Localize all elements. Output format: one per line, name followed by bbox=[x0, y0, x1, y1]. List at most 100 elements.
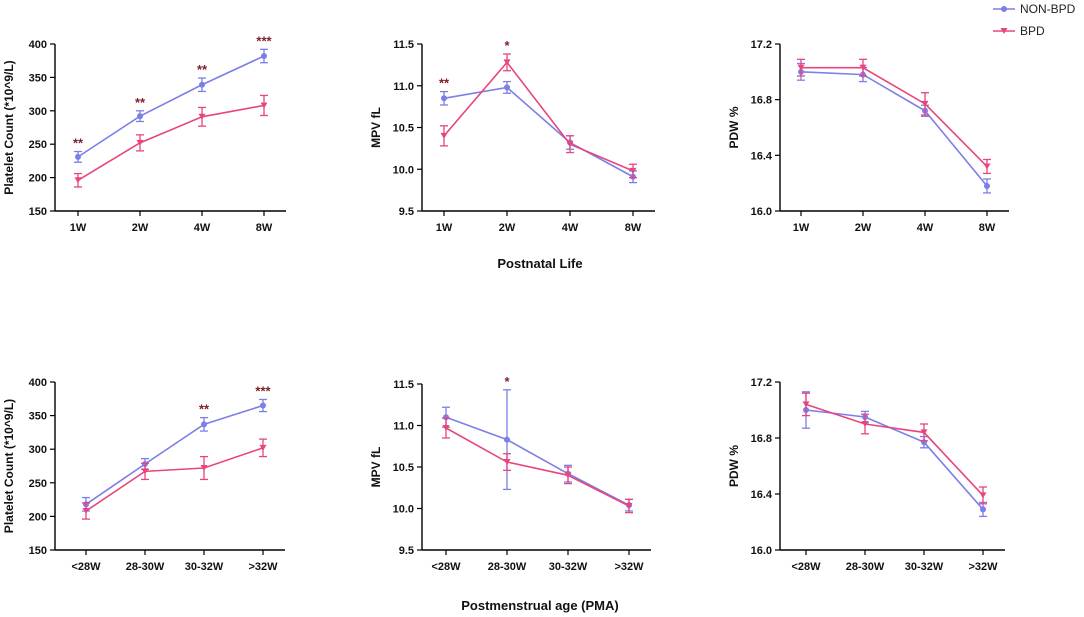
x-tick-label: 4W bbox=[917, 222, 934, 234]
y-axis-label: Platelet Count (*10^9/L) bbox=[2, 60, 16, 194]
significance-marker: ** bbox=[135, 95, 146, 110]
x-tick-label: 4W bbox=[562, 222, 579, 234]
y-tick-label: 250 bbox=[29, 139, 47, 151]
y-tick-label: 10.0 bbox=[393, 164, 414, 176]
series-line bbox=[85, 404, 264, 505]
data-point bbox=[802, 401, 810, 408]
data-point bbox=[504, 436, 510, 443]
data-point bbox=[260, 402, 266, 409]
series-bpd bbox=[82, 438, 267, 520]
significance-marker: ** bbox=[197, 62, 208, 77]
data-point bbox=[564, 472, 572, 479]
legend-marker-bpd-icon bbox=[1000, 28, 1008, 34]
y-axis-label: Platelet Count (*10^9/L) bbox=[2, 399, 16, 533]
data-point bbox=[74, 177, 82, 184]
series-bpd bbox=[74, 94, 268, 188]
data-point bbox=[979, 492, 987, 499]
y-tick-label: 16.0 bbox=[751, 545, 772, 557]
chart-panel-4: 150 200 250 300 350 400 <28W 28-30W 30-32W >32W Pl… bbox=[2, 377, 285, 573]
y-tick-label: 400 bbox=[29, 377, 47, 389]
x-tick-label: >32W bbox=[968, 561, 998, 573]
y-tick-label: 9.5 bbox=[399, 545, 414, 557]
group-label-pma: Postmenstrual age (PMA) bbox=[461, 598, 618, 613]
series-line bbox=[445, 427, 630, 507]
y-tick-label: 10.0 bbox=[393, 504, 414, 516]
y-axis-label: MPV fL bbox=[369, 447, 383, 488]
y-tick-label: 17.2 bbox=[751, 377, 772, 389]
x-tick-label: 1W bbox=[70, 222, 87, 234]
group-label-postnatal-life: Postnatal Life bbox=[497, 256, 582, 271]
data-point bbox=[136, 139, 144, 146]
data-point bbox=[504, 84, 510, 91]
x-tick-label: 1W bbox=[793, 222, 810, 234]
series-bpd bbox=[797, 58, 991, 175]
y-tick-label: 150 bbox=[29, 206, 47, 218]
series-non-bpd bbox=[802, 391, 987, 518]
series-line bbox=[77, 55, 265, 158]
data-point bbox=[201, 421, 207, 428]
y-tick-label: 16.8 bbox=[751, 95, 772, 107]
legend-label-non-bpd: NON-BPD bbox=[1020, 2, 1076, 16]
data-point bbox=[441, 95, 447, 102]
significance-marker: ** bbox=[439, 76, 450, 91]
legend: NON-BPD BPD bbox=[993, 2, 1076, 38]
legend-item-bpd: BPD bbox=[993, 24, 1045, 38]
x-tick-label: 30-32W bbox=[185, 561, 224, 573]
data-point bbox=[984, 182, 990, 189]
y-tick-label: 300 bbox=[29, 444, 47, 456]
x-tick-label: 2W bbox=[855, 222, 872, 234]
data-point bbox=[566, 141, 574, 148]
series-line bbox=[800, 71, 988, 187]
y-tick-label: 11.5 bbox=[393, 39, 414, 51]
y-axis-label: MPV fL bbox=[369, 107, 383, 148]
data-point bbox=[442, 424, 450, 431]
series-line bbox=[805, 403, 984, 496]
y-axis-label: PDW % bbox=[727, 445, 741, 487]
data-point bbox=[82, 508, 90, 515]
series-line bbox=[85, 447, 264, 512]
data-point bbox=[629, 167, 637, 174]
series-line bbox=[77, 104, 265, 181]
data-point bbox=[141, 468, 149, 475]
significance-marker: ** bbox=[73, 136, 84, 151]
x-tick-label: 8W bbox=[625, 222, 642, 234]
data-point bbox=[503, 459, 511, 466]
significance-marker: ** bbox=[199, 402, 210, 417]
y-tick-label: 10.5 bbox=[393, 462, 414, 474]
x-tick-label: 1W bbox=[436, 222, 453, 234]
series-non-bpd bbox=[74, 48, 268, 163]
charts-layer: 150 200 250 300 350 400 1W 2W 4W 8W Platelet Count… bbox=[2, 33, 1009, 573]
x-tick-label: 30-32W bbox=[549, 561, 588, 573]
series-line bbox=[443, 86, 634, 178]
y-axis-label: PDW % bbox=[727, 106, 741, 148]
x-tick-label: >32W bbox=[614, 561, 644, 573]
series-non-bpd bbox=[440, 80, 637, 184]
data-point bbox=[920, 429, 928, 436]
series-bpd bbox=[442, 417, 633, 514]
data-point bbox=[199, 81, 205, 88]
x-tick-label: >32W bbox=[248, 561, 278, 573]
data-point bbox=[921, 100, 929, 107]
data-point bbox=[137, 113, 143, 120]
y-tick-label: 350 bbox=[29, 72, 47, 84]
y-tick-label: 200 bbox=[29, 511, 47, 523]
series-line bbox=[801, 66, 988, 168]
data-point bbox=[983, 163, 991, 170]
significance-marker: * bbox=[504, 374, 510, 389]
x-tick-label: 28-30W bbox=[846, 561, 885, 573]
significance-marker: * bbox=[504, 38, 510, 53]
series-bpd bbox=[440, 53, 637, 179]
legend-item-non-bpd: NON-BPD bbox=[993, 2, 1076, 16]
y-tick-label: 11.0 bbox=[393, 421, 414, 433]
x-tick-label: <28W bbox=[791, 561, 821, 573]
x-tick-label: 8W bbox=[256, 222, 273, 234]
x-tick-label: 4W bbox=[194, 222, 211, 234]
x-tick-label: 28-30W bbox=[488, 561, 527, 573]
data-point bbox=[625, 503, 633, 510]
data-point bbox=[861, 421, 869, 427]
x-tick-label: 28-30W bbox=[126, 561, 165, 573]
series-bpd bbox=[802, 392, 987, 505]
y-tick-label: 16.4 bbox=[751, 150, 773, 162]
